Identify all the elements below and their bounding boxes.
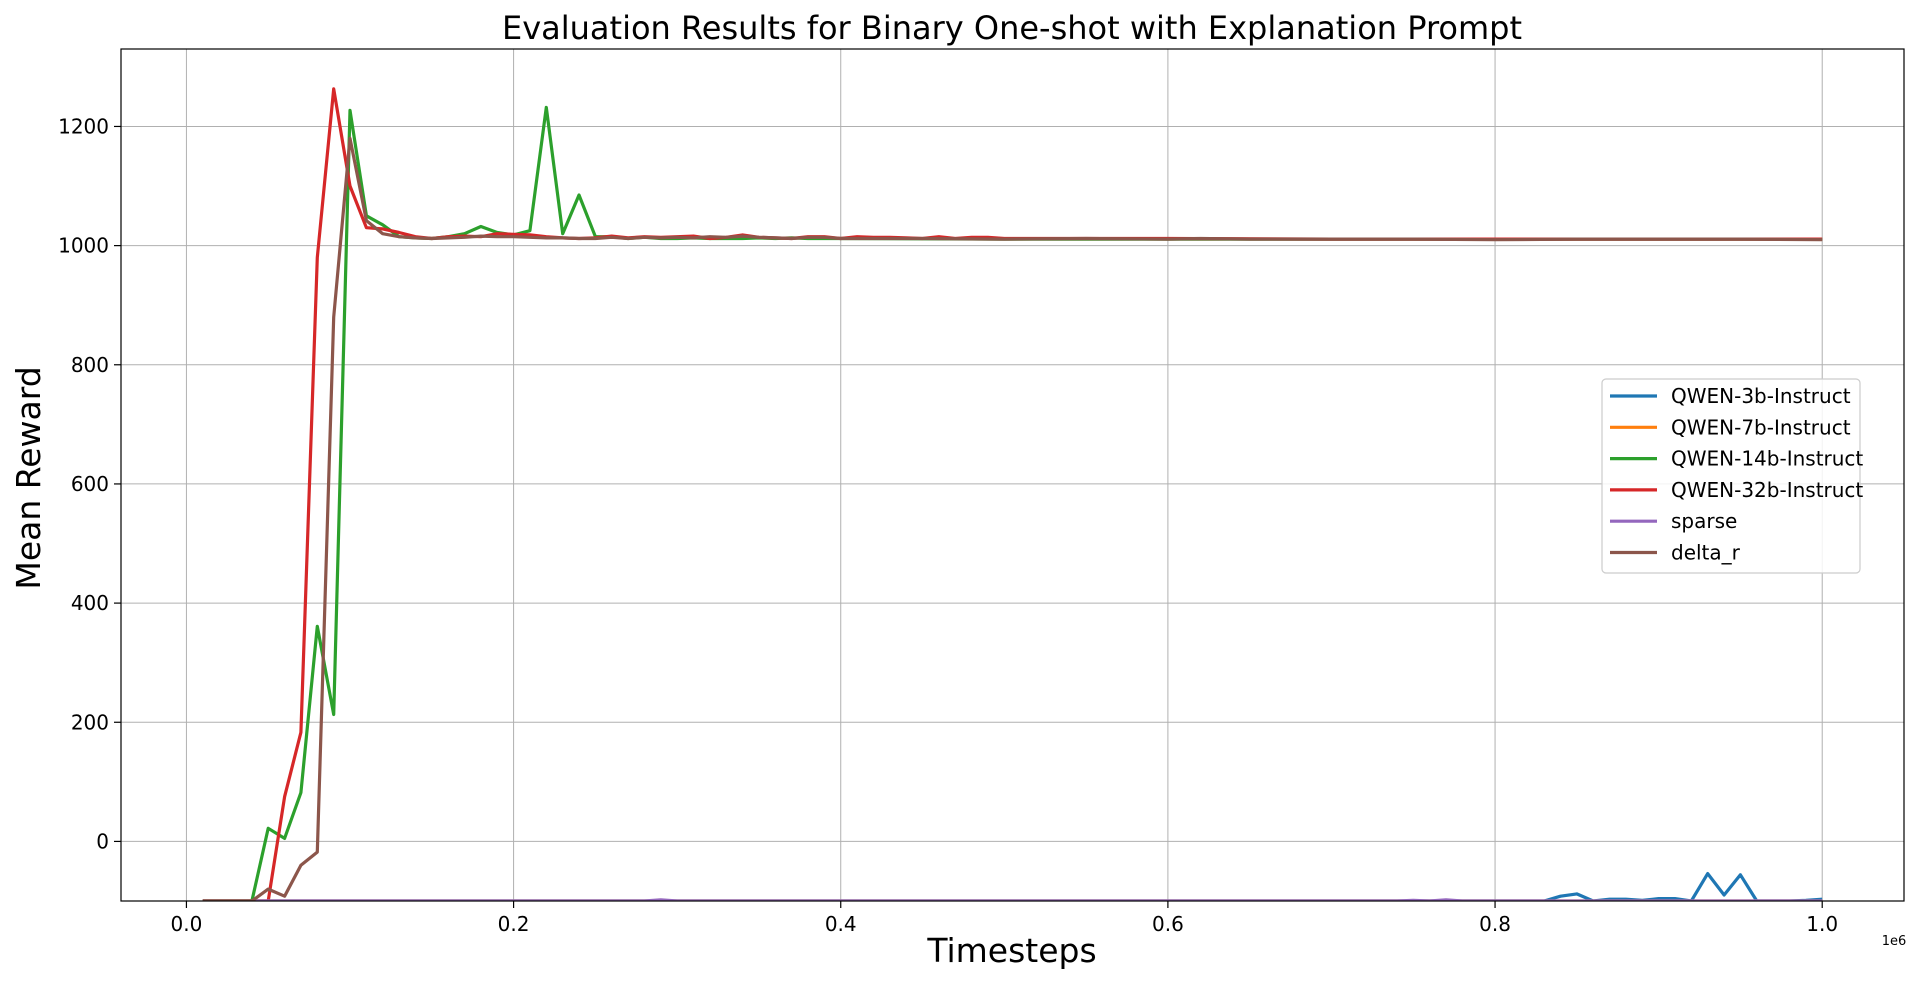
legend-label: QWEN-7b-Instruct <box>1671 415 1851 439</box>
x-tick-label: 0.8 <box>1479 912 1511 936</box>
y-tick-label: 400 <box>71 591 109 615</box>
plot-area-frame <box>120 48 1905 902</box>
legend-label: QWEN-32b-Instruct <box>1671 478 1863 502</box>
y-tick-label: 200 <box>71 710 109 734</box>
x-axis-label: Timesteps <box>926 931 1096 970</box>
series-line-qwen-32b-instruct <box>202 87 1823 901</box>
y-tick-label: 600 <box>71 472 109 496</box>
legend-label: QWEN-14b-Instruct <box>1671 447 1863 471</box>
legend-label: sparse <box>1671 509 1737 533</box>
legend-box <box>1601 378 1861 574</box>
series-line-sparse <box>202 898 1823 901</box>
x-tick-label: 0.0 <box>171 912 203 936</box>
legend-label: QWEN-3b-Instruct <box>1671 384 1851 408</box>
legend: QWEN-3b-Instruct QWEN-7b-Instruct QWEN-14b… <box>1601 378 1863 574</box>
series-line-qwen-14b-instruct <box>202 105 1823 901</box>
chart-title: Evaluation Results for Binary One-shot w… <box>502 9 1522 47</box>
series-line-delta-r <box>202 136 1823 901</box>
y-tick-label: 1200 <box>58 114 109 138</box>
y-tick-label: 0 <box>96 829 109 853</box>
x-tick-label: 1.0 <box>1806 912 1838 936</box>
y-axis-label: Mean Reward <box>9 366 48 589</box>
x-tick-label: 0.2 <box>498 912 530 936</box>
x-tick-label: 0.6 <box>1152 912 1184 936</box>
series-line-qwen-3b-instruct <box>202 871 1823 901</box>
x-axis-offset-label: 1e6 <box>1882 934 1907 949</box>
axis-ticks: 0.0 0.2 0.4 0.6 0.8 1.0 0 200 400 600 800 1000 1200 <box>58 114 1838 936</box>
legend-label: delta_r <box>1671 541 1741 565</box>
series-lines <box>202 87 1823 901</box>
y-tick-label: 1000 <box>58 234 109 258</box>
y-tick-label: 800 <box>71 353 109 377</box>
x-tick-label: 0.4 <box>825 912 857 936</box>
